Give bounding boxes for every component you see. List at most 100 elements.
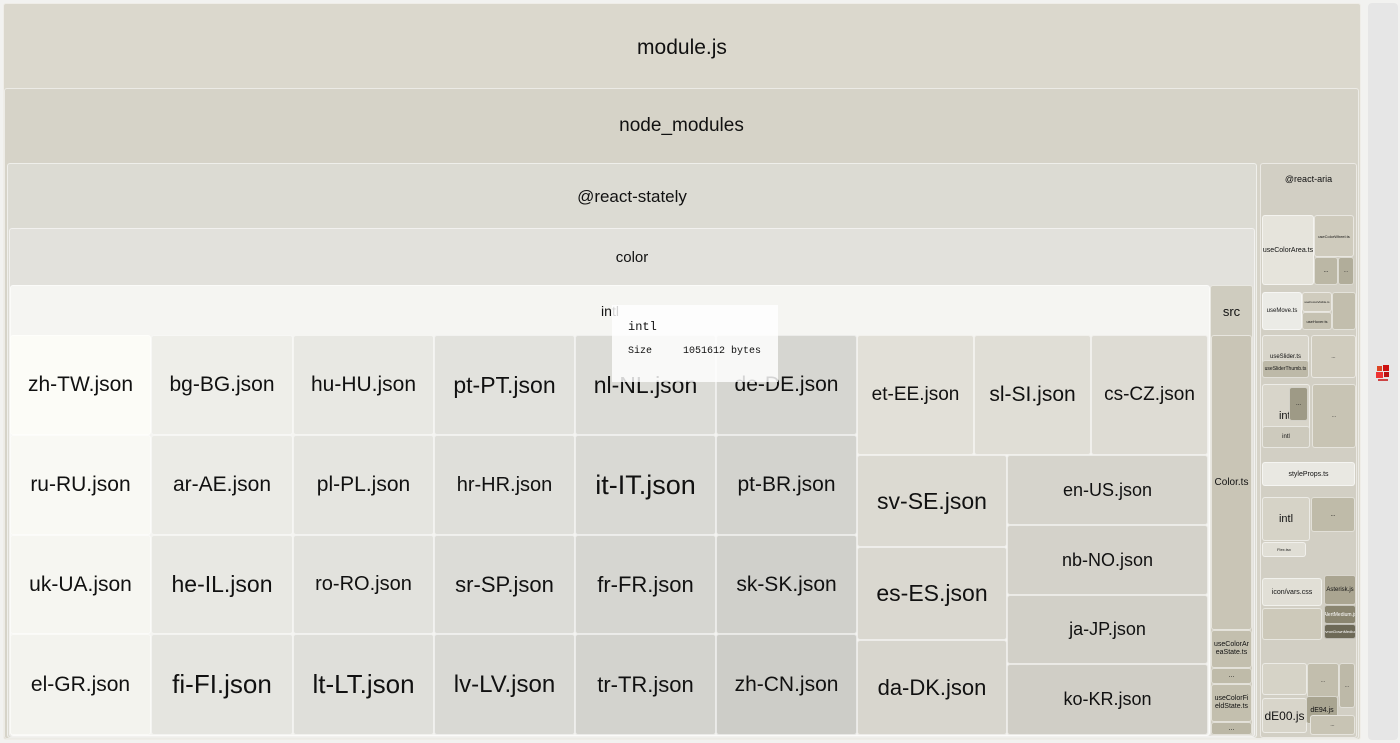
tile-label: dE00.js [1264, 708, 1305, 723]
tile-json-file[interactable]: nb-NO.json [1007, 525, 1208, 595]
tile-json-file[interactable]: ar-AE.json [151, 435, 293, 535]
tile-label: cs-CZ.json [1104, 384, 1195, 405]
tile-aria-item[interactable]: icon/vars.css [1262, 578, 1322, 606]
tile-label: ar-AE.json [172, 473, 272, 496]
tile-aria-item[interactable]: ... [1310, 715, 1355, 735]
tile-json-file[interactable]: ja-JP.json [1007, 595, 1208, 664]
tile-label: @react-aria [1284, 174, 1333, 184]
tile-label: pl-PL.json [316, 473, 411, 496]
tile-label: he-IL.json [171, 571, 273, 597]
tooltip-size-value: 1051612 bytes [683, 346, 762, 357]
tile-json-file[interactable]: it-IT.json [575, 435, 716, 535]
tile-aria-item[interactable]: ... [1339, 663, 1355, 708]
tile-label: ja-JP.json [1069, 619, 1146, 639]
tile-aria-item[interactable]: Asterisk.js [1324, 575, 1356, 605]
tile-label: tr-TR.json [597, 671, 694, 697]
tile-label: useSliderThumb.ts [1264, 366, 1307, 372]
tile-label: useMove.ts [1266, 308, 1298, 314]
tile-aria-item[interactable]: dE00.js [1262, 698, 1307, 733]
tile-json-file[interactable]: hu-HU.json [293, 335, 434, 435]
tile-label: useColorAreaState.ts [1213, 641, 1249, 656]
tile-json-file[interactable]: et-EE.json [857, 335, 974, 455]
tile-json-file[interactable]: hr-HR.json [434, 435, 575, 535]
tile-aria-item[interactable] [1332, 292, 1356, 330]
tile-json-file[interactable]: cs-CZ.json [1091, 335, 1208, 455]
tile-label: pt-BR.json [737, 473, 836, 496]
tile-json-file[interactable]: sk-SK.json [716, 535, 857, 634]
tile-json-file[interactable]: el-GR.json [10, 634, 151, 735]
tile-aria-item[interactable]: ... [1314, 257, 1338, 285]
tile-json-file[interactable]: sv-SE.json [857, 455, 1007, 547]
tile-src-small[interactable]: ... [1211, 668, 1252, 684]
tile-color-ts[interactable]: Color.ts [1211, 335, 1252, 630]
tile-label: ... [1228, 724, 1235, 732]
tile-json-file[interactable]: ru-RU.json [10, 435, 151, 535]
tile-aria-item[interactable]: useMove.ts [1262, 292, 1302, 330]
tile-json-file[interactable]: ro-RO.json [293, 535, 434, 634]
tile-json-file[interactable]: pt-PT.json [434, 335, 575, 435]
tile-aria-item[interactable]: AlertMedium.js [1324, 605, 1356, 624]
tile-json-file[interactable]: en-US.json [1007, 455, 1208, 525]
tile-aria-item[interactable]: useFocusVisible.ts [1302, 292, 1332, 312]
tile-aria-item[interactable]: useColorArea.ts [1262, 215, 1314, 285]
tile-json-file[interactable]: da-DK.json [857, 640, 1007, 735]
tile-label: ... [1320, 677, 1326, 684]
tile-label: pt-PT.json [453, 371, 556, 398]
tile-label: ... [1330, 511, 1336, 518]
tile-aria-item[interactable]: intl [1262, 426, 1310, 448]
tile-src-small[interactable]: useColorFieldState.ts [1211, 684, 1252, 722]
tile-label: sl-SI.json [989, 383, 1076, 406]
tile-json-file[interactable]: tr-TR.json [575, 634, 716, 735]
tile-aria-item[interactable]: ... [1311, 335, 1356, 378]
tile-aria-item[interactable]: ... [1312, 384, 1356, 448]
tile-label: nb-NO.json [1061, 549, 1154, 570]
tile-aria-item[interactable]: intl [1262, 497, 1310, 541]
tile-json-file[interactable]: fi-FI.json [151, 634, 293, 735]
tile-label: es-ES.json [876, 580, 988, 606]
tile-label: intl [1278, 513, 1294, 525]
tile-label: ... [1228, 672, 1235, 680]
tile-label: useHover.ts [1306, 318, 1328, 324]
tile-aria-item[interactable]: ... [1289, 387, 1308, 421]
tile-label: module.js [637, 36, 727, 59]
tooltip-title: intl [628, 320, 657, 334]
tile-json-file[interactable]: lv-LV.json [434, 634, 575, 735]
tile-json-file[interactable]: es-ES.json [857, 547, 1007, 640]
tile-src-small[interactable]: useColorAreaState.ts [1211, 630, 1252, 668]
tile-label: fi-FI.json [172, 669, 272, 699]
tile-label: ... [1330, 722, 1335, 728]
tile-json-file[interactable]: zh-CN.json [716, 634, 857, 735]
tile-json-file[interactable]: bg-BG.json [151, 335, 293, 435]
tile-aria-item[interactable]: Flex.tsx [1262, 542, 1306, 557]
tile-json-file[interactable]: sl-SI.json [974, 335, 1091, 455]
tile-aria-item[interactable] [1262, 663, 1307, 695]
tile-json-file[interactable]: pt-BR.json [716, 435, 857, 535]
tile-label: el-GR.json [30, 672, 131, 696]
tile-json-file[interactable]: zh-TW.json [10, 335, 151, 435]
tile-aria-item[interactable]: ... [1311, 497, 1355, 532]
tile-json-file[interactable]: ko-KR.json [1007, 664, 1208, 735]
tile-label: ro-RO.json [315, 573, 412, 595]
tile-aria-item[interactable]: useHover.ts [1302, 312, 1332, 330]
tile-json-file[interactable]: sr-SP.json [434, 535, 575, 634]
tile-label: color [615, 249, 649, 266]
tile-aria-item[interactable]: useSliderThumb.ts [1262, 360, 1309, 378]
tile-src-small[interactable]: ... [1211, 722, 1252, 735]
tile-aria-item[interactable]: ChevronDownMedium.js [1324, 624, 1356, 639]
scrollbar[interactable] [1368, 3, 1398, 740]
tile-label: Asterisk.js [1326, 587, 1354, 593]
tile-label: useColorWheel.ts [1318, 233, 1350, 239]
tile-aria-item[interactable]: useColorWheel.ts [1314, 215, 1354, 257]
tile-aria-item[interactable]: ... [1338, 257, 1354, 285]
tile-label: ChevronDownMedium.js [1325, 629, 1355, 634]
tile-aria-item[interactable]: ... [1307, 663, 1339, 698]
tile-json-file[interactable]: pl-PL.json [293, 435, 434, 535]
tile-json-file[interactable]: uk-UA.json [10, 535, 151, 634]
tile-json-file[interactable]: he-IL.json [151, 535, 293, 634]
tile-label: useFocusVisible.ts [1304, 300, 1330, 304]
tile-json-file[interactable]: lt-LT.json [293, 634, 434, 735]
tile-json-file[interactable]: fr-FR.json [575, 535, 716, 634]
tile-label: ru-RU.json [30, 473, 131, 496]
tile-aria-item[interactable] [1262, 608, 1322, 640]
tile-aria-item[interactable]: styleProps.ts [1262, 462, 1355, 486]
